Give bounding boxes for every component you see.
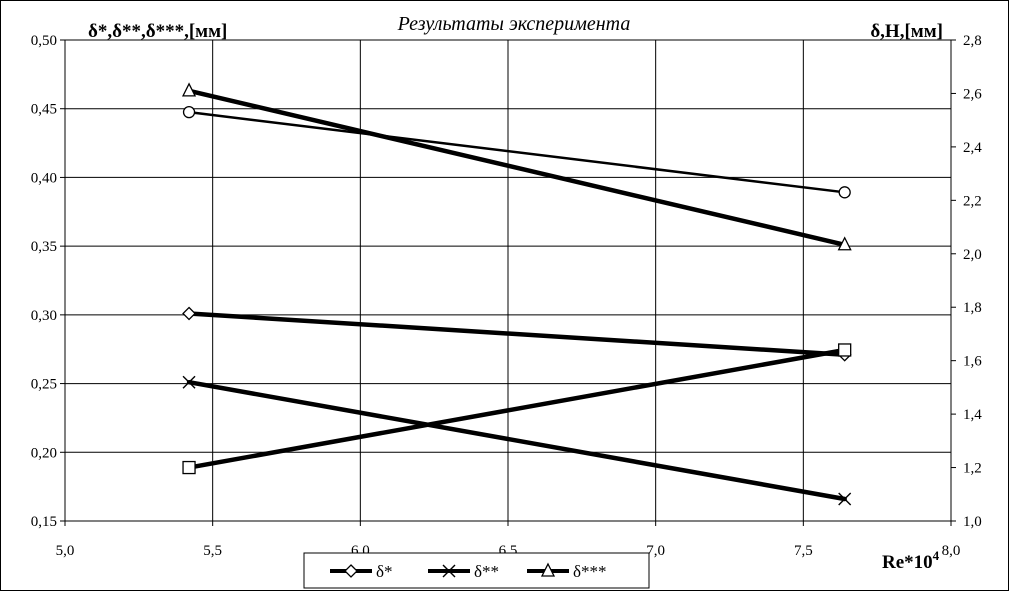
y-left-tick-label: 0,35 [31, 239, 57, 255]
data-point-x [838, 492, 852, 506]
series-lines [186, 88, 847, 502]
x-tick-label: 8,0 [942, 543, 961, 559]
series-markers [181, 82, 852, 506]
series [181, 82, 852, 506]
y-left-tick-label: 0,25 [31, 377, 57, 393]
y-left-tick-label: 0,50 [31, 33, 57, 49]
y-right-tick-label: 1,8 [963, 300, 982, 316]
x-tick-label: 7,5 [794, 543, 813, 559]
marker-stroke [442, 564, 456, 578]
legend-marker-triangle [540, 562, 556, 577]
series-line-4 [187, 110, 846, 194]
series-line-3 [186, 88, 847, 248]
y-left-tick-label: 0,15 [31, 514, 57, 530]
x-tick-label: 5,5 [203, 543, 222, 559]
y-right-tick-label: 1,2 [963, 461, 982, 477]
series-line-5 [186, 347, 847, 470]
chart-title: Результаты эксперимента [397, 13, 631, 35]
y-right-tick-label: 2,0 [963, 247, 982, 263]
legend-marker-diamond [344, 564, 358, 578]
y-left-tick-label: 0,20 [31, 445, 57, 461]
legend: δ* δ** δ*** [303, 552, 650, 589]
series-line-2 [186, 379, 847, 502]
y-axis-left-title: δ*,δ**,δ***,[мм] [88, 21, 227, 42]
y-right-tick-label: 1,6 [963, 354, 982, 370]
marker-stroke [838, 492, 852, 506]
marker-stroke [182, 375, 196, 389]
y-right-tick-label: 2,2 [963, 193, 982, 209]
data-point-square [182, 460, 196, 475]
data-point-circle [182, 106, 196, 119]
data-point-square [838, 343, 852, 357]
y-left-tick-label: 0,45 [31, 102, 57, 118]
x-axis-title-superscript: 4 [933, 548, 940, 563]
y-right-tick-label: 1,4 [963, 407, 982, 423]
y-left-tick-label: 0,40 [31, 170, 57, 186]
y-right-tick-label: 2,6 [963, 86, 982, 102]
legend-item: δ** [428, 562, 499, 581]
x-tick-label: 5,0 [56, 543, 75, 559]
ticks: 5,0 5,5 6,0 6,5 7,0 7,5 8,00,150,200,250,300,3… [31, 33, 983, 559]
y-left-tick-label: 0,30 [31, 308, 57, 324]
legend-marker-x [442, 564, 456, 578]
legend-label: δ*** [573, 562, 607, 581]
y-right-tick-label: 2,8 [963, 33, 982, 49]
y-axis-right-title: δ,H,[мм] [870, 21, 943, 42]
series-line-1 [186, 311, 847, 357]
legend-item: δ*** [527, 562, 607, 581]
data-point-triangle [837, 236, 852, 251]
x-axis-title: Re*104 [882, 548, 940, 573]
x-tick-label: 7,0 [646, 543, 665, 559]
legend-label: δ** [474, 562, 499, 581]
data-point-diamond [182, 306, 196, 321]
y-right-tick-label: 1,0 [963, 514, 982, 530]
legend-label: δ* [376, 562, 393, 581]
data-point-x [182, 375, 196, 389]
x-axis-title-base: Re*10 [882, 552, 933, 573]
legend-item: δ* [330, 562, 393, 581]
y-right-tick-label: 2,4 [963, 140, 982, 156]
data-point-triangle [181, 82, 197, 97]
data-point-circle [838, 186, 851, 199]
